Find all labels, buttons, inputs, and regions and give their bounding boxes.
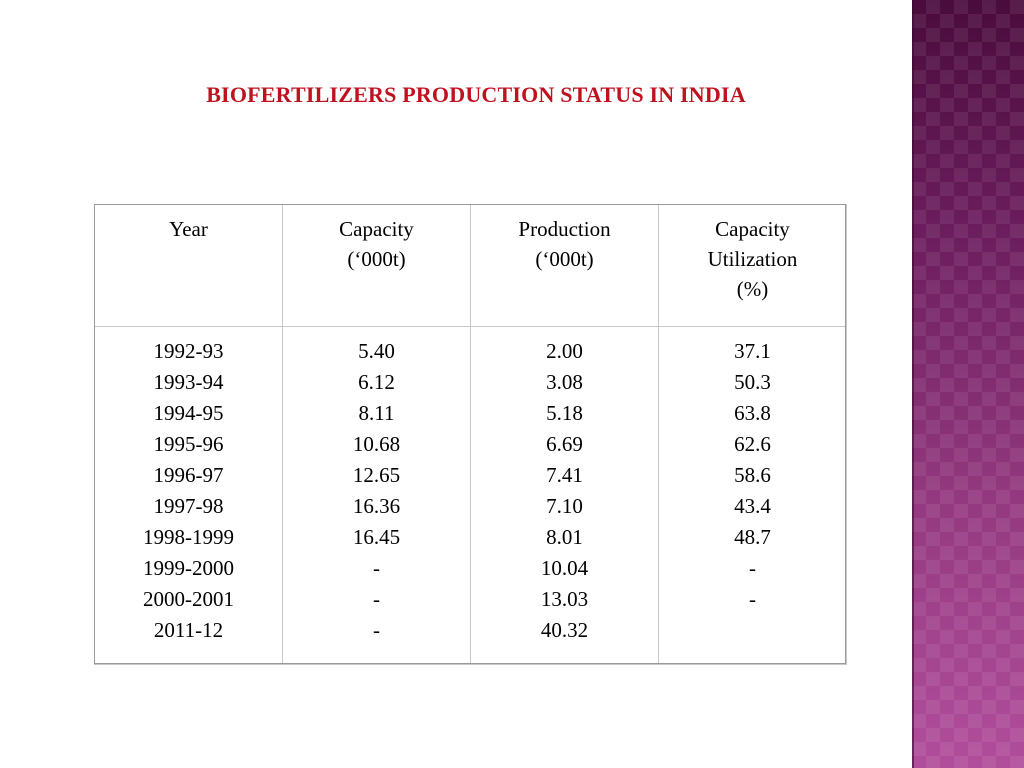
year-value: 1996-97 <box>153 463 224 487</box>
header-production-line: Production <box>518 217 611 241</box>
production-value: 2.00 <box>546 339 583 363</box>
year-value: 1992-93 <box>153 339 224 363</box>
utilization-value <box>660 615 845 646</box>
year-value: 1998-1999 <box>143 525 234 549</box>
capacity-value: 8.11 <box>358 401 395 425</box>
production-value: 8.01 <box>546 525 583 549</box>
production-column: 2.00 3.08 5.18 6.69 7.41 7.10 8.01 10.04 13.03 40… <box>470 326 659 665</box>
header-production: Production (‘000t) <box>470 204 659 327</box>
utilization-value: 37.1 <box>734 339 771 363</box>
capacity-value: 16.45 <box>352 525 401 549</box>
capacity-value: 12.65 <box>352 463 401 487</box>
header-capacity-line: Capacity <box>339 217 414 241</box>
production-value: 7.41 <box>546 463 583 487</box>
year-value: 1993-94 <box>153 370 224 394</box>
production-value: 6.69 <box>546 432 583 456</box>
header-capacity-unit: (‘000t) <box>347 247 406 271</box>
header-production-unit: (‘000t) <box>535 247 594 271</box>
year-value: 1994-95 <box>153 401 224 425</box>
production-value: 7.10 <box>546 494 583 518</box>
capacity-value: 5.40 <box>358 339 395 363</box>
utilization-column: 37.1 50.3 63.8 62.6 58.6 43.4 48.7 - - <box>658 326 847 665</box>
utilization-value: 62.6 <box>734 432 771 456</box>
production-value: 5.18 <box>546 401 583 425</box>
capacity-value: 6.12 <box>358 370 395 394</box>
capacity-value: 16.36 <box>352 494 401 518</box>
production-value: 3.08 <box>546 370 583 394</box>
capacity-value: 10.68 <box>352 432 401 456</box>
utilization-value: - <box>749 556 756 580</box>
header-utilization-line1: Capacity <box>715 217 790 241</box>
header-utilization-unit: (%) <box>736 277 769 301</box>
table-body-row: 1992-93 1993-94 1994-95 1995-96 1996-97 1997-… <box>94 326 847 665</box>
utilization-value: 50.3 <box>734 370 771 394</box>
year-value: 2000-2001 <box>143 587 234 611</box>
year-value: 1997-98 <box>153 494 224 518</box>
slide-title: BIOFERTILIZERS PRODUCTION STATUS IN INDI… <box>206 82 746 107</box>
header-year-line: Year <box>169 217 208 241</box>
capacity-value: - <box>373 587 380 611</box>
capacity-column: 5.40 6.12 8.11 10.68 12.65 16.36 16.45 - - - <box>282 326 471 665</box>
year-value: 1999-2000 <box>143 556 234 580</box>
header-utilization-line2: Utilization <box>707 247 798 271</box>
year-value: 2011-12 <box>153 618 224 642</box>
production-value: 10.04 <box>540 556 589 580</box>
header-capacity: Capacity (‘000t) <box>282 204 471 327</box>
capacity-value: - <box>373 556 380 580</box>
utilization-value: 43.4 <box>734 494 771 518</box>
utilization-value: 63.8 <box>734 401 771 425</box>
year-column: 1992-93 1993-94 1994-95 1995-96 1996-97 1997-… <box>94 326 283 665</box>
year-value: 1995-96 <box>153 432 224 456</box>
header-year: Year <box>94 204 283 327</box>
utilization-value: 48.7 <box>734 525 771 549</box>
side-band-edge <box>912 0 914 768</box>
production-value: 13.03 <box>540 587 589 611</box>
decorative-side-band <box>912 0 1024 768</box>
table-header-row: Year Capacity (‘000t) Production (‘000t)… <box>94 204 847 327</box>
production-table: Year Capacity (‘000t) Production (‘000t)… <box>94 204 847 665</box>
utilization-value: 58.6 <box>734 463 771 487</box>
header-utilization: Capacity Utilization (%) <box>658 204 847 327</box>
utilization-value: - <box>749 587 756 611</box>
capacity-value: - <box>373 618 380 642</box>
production-value: 40.32 <box>540 618 589 642</box>
